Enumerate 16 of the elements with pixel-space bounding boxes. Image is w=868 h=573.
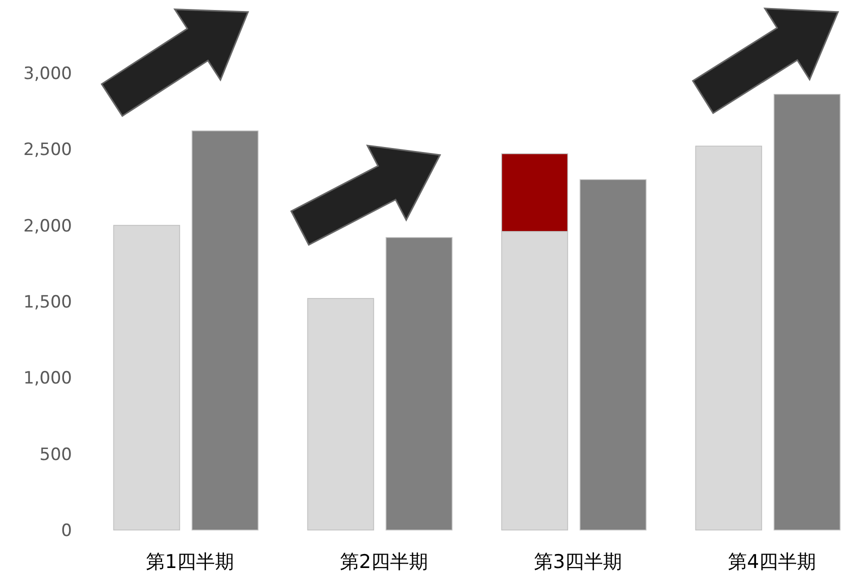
bar [580,179,646,530]
bar [307,298,374,530]
bar [695,146,762,530]
x-tick-label: 第3四半期 [534,551,622,573]
y-tick-label: 1,500 [23,292,72,312]
y-tick-label: 2,500 [23,140,72,160]
y-tick-label: 3,000 [23,64,72,84]
x-tick-label: 第1四半期 [146,551,234,573]
x-tick-label: 第2四半期 [340,551,428,573]
y-tick-label: 0 [61,521,72,541]
x-tick-label: 第4四半期 [728,551,816,573]
y-tick-label: 1,000 [23,368,72,389]
bar [192,130,258,530]
y-tick-label: 2,000 [23,216,72,236]
y-tick-label: 500 [40,444,72,465]
bar [113,224,180,530]
